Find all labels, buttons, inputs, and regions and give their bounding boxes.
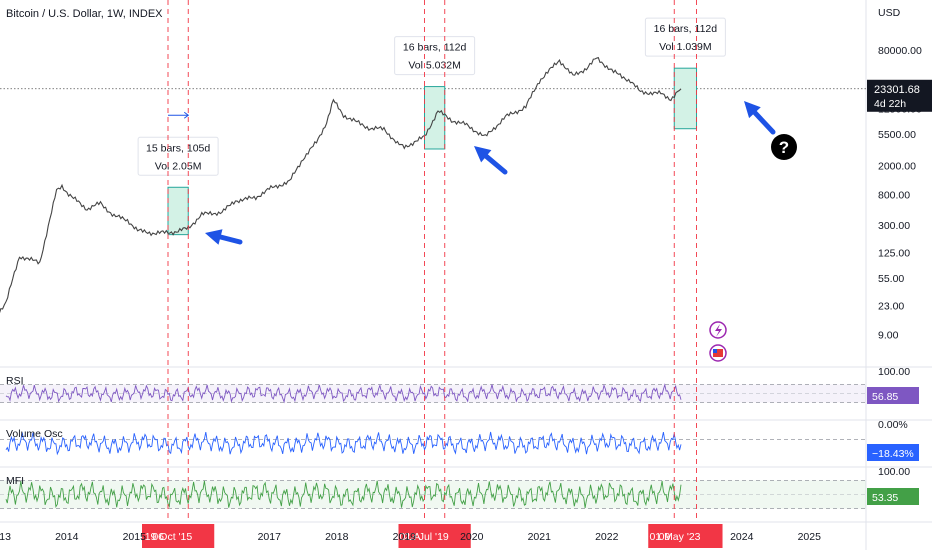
price-tick-label: 9.00 (878, 330, 899, 342)
time-tick-label: 2021 (528, 531, 552, 543)
date-marker-end: 19 Oct '15 (145, 531, 193, 543)
time-tick-label: 2019 (393, 531, 417, 543)
date-marker-label-bg (648, 524, 723, 548)
indicator-title: Volume Osc (6, 428, 63, 440)
indicator-top-label: 100.00 (878, 466, 910, 478)
date-marker-end: 22 Jul '19 (404, 531, 449, 543)
price-axis[interactable]: 80000.0020000.0012500.005500.002000.0080… (867, 45, 932, 342)
flag-icon-glyph (713, 349, 723, 357)
blue-arrow-head-2 (744, 101, 761, 119)
blue-arrow-head-1 (474, 146, 492, 163)
indicator-top-label: 100.00 (878, 366, 910, 378)
range-bars-label: 16 bars, 112d (403, 42, 467, 54)
question-mark-text: ? (779, 138, 789, 157)
indicator-title: RSI (6, 375, 24, 387)
time-tick-label: 2013 (0, 531, 11, 543)
flag-icon-canton (713, 349, 717, 353)
indicator-value-tag (867, 444, 919, 461)
time-tick-label: 2025 (798, 531, 822, 543)
price-tick-label: 5500.00 (878, 129, 916, 141)
last-price-tag (867, 79, 932, 112)
range-vol-label: Vol 1.039M (659, 41, 712, 53)
indicator-panes: RSI 100.00 56.85 Volume Osc 0.00% −18.43% MFI 1… (0, 366, 919, 509)
indicator-value: 56.85 (872, 391, 898, 403)
indicator-line-2 (5, 480, 682, 509)
indicator-value-tag (867, 488, 919, 505)
time-tick-label: 2022 (595, 531, 619, 543)
time-axis[interactable]: 2013 2014 2015 2017 2018 2019 2020 2021 2022 2024… (0, 531, 821, 543)
range-bars-label: 15 bars, 105d (146, 142, 210, 154)
range-label-box-1 (394, 36, 476, 76)
price-tick-label: 125.00 (878, 247, 910, 259)
date-marker-start: 09 (659, 531, 671, 543)
indicator-line-1 (5, 431, 682, 456)
price-tick-label: 800.00 (878, 189, 910, 201)
date-marker-start: 01 A (399, 531, 420, 543)
indicator-line-0 (5, 383, 682, 404)
time-tick-label: 2020 (460, 531, 484, 543)
blue-arrow-1 (483, 153, 508, 175)
range-label-box-0 (137, 136, 219, 176)
time-tick-label: 2014 (55, 531, 79, 543)
date-marker-end: 01 May '23 (649, 531, 700, 543)
blue-arrow-2 (752, 110, 776, 135)
date-marker-start: 06 (152, 531, 164, 543)
date-marker-label-bg (398, 524, 471, 548)
range-vol-label: Vol 2.05M (155, 160, 202, 172)
annotations: ? (168, 101, 797, 362)
indicator-top-label: 0.00% (878, 419, 908, 431)
range-vol-label: Vol 5.032M (408, 60, 461, 72)
indicator-value-tag (867, 387, 919, 404)
blue-arrow-0 (217, 234, 243, 245)
indicator-value: 53.35 (872, 492, 898, 504)
last-price-countdown: 4d 22h (874, 98, 906, 110)
blue-arrow-head-0 (205, 229, 223, 245)
price-tick-label: 300.00 (878, 220, 910, 232)
range-bars-label: 16 bars, 112d (654, 23, 718, 35)
indicator-band-0 (0, 384, 866, 403)
time-tick-label: 2024 (730, 531, 754, 543)
chart-title: Bitcoin / U.S. Dollar, 1W, INDEX (6, 8, 163, 20)
range-box-2 (673, 67, 698, 130)
price-tick-label: 80000.00 (878, 45, 922, 57)
date-marker-label-bg (142, 524, 215, 548)
price-tick-label: 2000.00 (878, 161, 916, 173)
range-label-box-2 (644, 17, 726, 57)
time-tick-label: 2017 (258, 531, 282, 543)
question-mark-icon (771, 134, 797, 160)
price-tick-label: 23.00 (878, 300, 904, 312)
lightning-icon-glyph (715, 324, 722, 337)
measure-arrow-head (183, 111, 190, 119)
price-unit-label: USD (878, 7, 901, 19)
last-price-value: 23301.68 (874, 84, 920, 96)
time-tick-label: 2015 (123, 531, 147, 543)
time-tick-label: 2018 (325, 531, 349, 543)
price-line (0, 56, 682, 314)
indicator-title: MFI (6, 475, 24, 487)
price-tick-label: 55.00 (878, 273, 904, 285)
indicator-value: −18.43% (872, 448, 914, 460)
price-series (0, 56, 682, 314)
range-boxes[interactable]: 15 bars, 105d Vol 2.05M 16 bars, 112d Vol 5… (137, 17, 726, 236)
